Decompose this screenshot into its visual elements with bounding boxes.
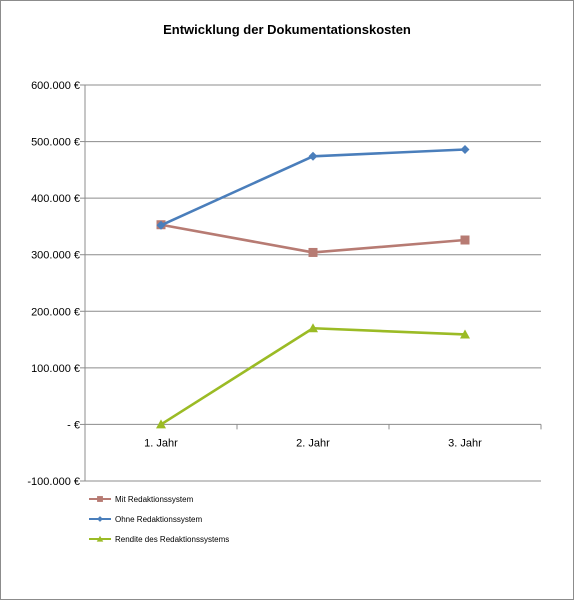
series-line bbox=[160, 148, 466, 227]
legend-entry: Ohne Redaktionssystem bbox=[89, 515, 202, 524]
legend-label: Rendite des Redaktionssystems bbox=[115, 535, 229, 544]
y-tick-label: 600.000 € bbox=[31, 80, 80, 92]
data-point bbox=[460, 144, 470, 154]
legend-entry: Rendite des Redaktionssystems bbox=[89, 535, 229, 544]
x-tick-label: 3. Jahr bbox=[448, 437, 482, 449]
data-point bbox=[460, 235, 470, 245]
y-tick-label: 300.000 € bbox=[31, 250, 80, 262]
chart-title: Entwicklung der Dokumentationskosten bbox=[163, 22, 411, 37]
y-tick-label: - € bbox=[67, 419, 80, 431]
y-tick-label: 400.000 € bbox=[31, 193, 80, 205]
x-tick-label: 1. Jahr bbox=[144, 437, 178, 449]
gridlines bbox=[85, 84, 541, 482]
legend: Mit Redaktionssystem Ohne Redaktionssyste… bbox=[89, 495, 229, 544]
legend-label: Mit Redaktionssystem bbox=[115, 495, 194, 504]
data-point bbox=[308, 247, 318, 257]
y-tick-label: 200.000 € bbox=[31, 306, 80, 318]
legend-marker bbox=[97, 516, 103, 522]
series-2 bbox=[156, 144, 470, 230]
series-line bbox=[160, 326, 466, 426]
legend-marker bbox=[96, 535, 104, 542]
data-point bbox=[156, 220, 166, 230]
x-tick-labels: 1. Jahr 2. Jahr 3. Jahr bbox=[144, 437, 482, 449]
series-3 bbox=[156, 323, 470, 429]
legend-entry: Mit Redaktionssystem bbox=[89, 495, 194, 504]
x-tick-label: 2. Jahr bbox=[296, 437, 330, 449]
data-point bbox=[156, 419, 166, 429]
data-point bbox=[308, 323, 318, 333]
series-1 bbox=[156, 220, 470, 257]
y-tick-label: -100.000 € bbox=[27, 476, 80, 488]
data-point bbox=[308, 151, 318, 161]
legend-marker bbox=[97, 496, 103, 502]
series-lines bbox=[156, 144, 470, 429]
y-tick-labels: 600.000 € 500.000 € 400.000 € 300.000 € 200.… bbox=[27, 80, 80, 488]
y-tick-label: 500.000 € bbox=[31, 137, 80, 149]
data-point bbox=[460, 329, 470, 339]
y-tick-label: 100.000 € bbox=[31, 363, 80, 375]
axes bbox=[80, 84, 542, 482]
legend-label: Ohne Redaktionssystem bbox=[115, 515, 202, 524]
